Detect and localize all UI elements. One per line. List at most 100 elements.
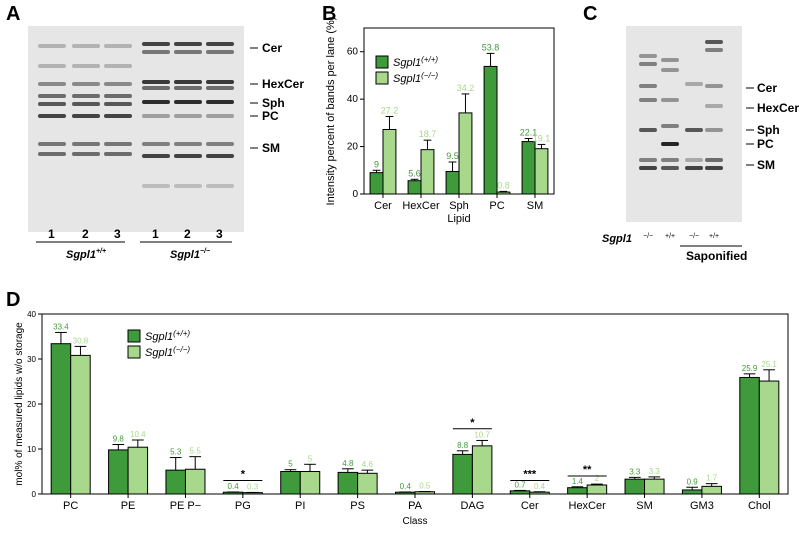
gel-a-band bbox=[206, 100, 234, 104]
panel-c-letter: C bbox=[583, 3, 597, 25]
y-tick-label: 20 bbox=[347, 142, 359, 153]
gel-a-band bbox=[104, 64, 132, 68]
gel-c-band bbox=[661, 166, 679, 170]
data-label: 0.5 bbox=[419, 482, 431, 491]
gel-a-band bbox=[38, 82, 66, 86]
bar bbox=[483, 65, 498, 195]
x-tick-label: PE P− bbox=[170, 500, 202, 512]
gel-a-lane-label: 2 bbox=[82, 227, 89, 241]
bar bbox=[184, 468, 206, 495]
gel-a-lane-label: 2 bbox=[184, 227, 191, 241]
gel-a-band bbox=[174, 50, 202, 54]
data-label: 0.8 bbox=[497, 180, 510, 190]
gel-a-band bbox=[38, 44, 66, 48]
gel-a-band bbox=[174, 154, 202, 158]
gel-a-band bbox=[72, 102, 100, 106]
significance-label: * bbox=[241, 469, 246, 481]
gel-a-band bbox=[206, 114, 234, 118]
data-label: 0.9 bbox=[687, 477, 699, 486]
gel-a-lane-label: 3 bbox=[216, 227, 223, 241]
data-label: 18.7 bbox=[419, 129, 437, 139]
gel-a-band bbox=[206, 184, 234, 188]
data-label: 10.4 bbox=[130, 430, 146, 439]
data-label: 8.8 bbox=[457, 441, 469, 450]
y-tick-label: 10 bbox=[27, 445, 36, 454]
gel-c-genotype: −/− bbox=[689, 233, 699, 240]
bar bbox=[509, 490, 531, 495]
gel-a-lane-label: 1 bbox=[48, 227, 55, 241]
gel-c-band bbox=[705, 158, 723, 162]
panel-d-letter: D bbox=[6, 289, 20, 311]
gel-a-band bbox=[174, 184, 202, 188]
gel-a-band bbox=[104, 142, 132, 146]
x-tick-label: Chol bbox=[748, 500, 771, 512]
gel-c-band-label: SM bbox=[757, 158, 775, 172]
data-label: 0.3 bbox=[247, 482, 259, 491]
gel-c-band bbox=[639, 128, 657, 132]
y-tick-label: 0 bbox=[352, 189, 358, 200]
x-tick-label: PA bbox=[408, 500, 423, 512]
x-tick-label: DAG bbox=[460, 500, 484, 512]
gel-a-background bbox=[28, 26, 244, 232]
x-tick-label: HexCer bbox=[402, 200, 440, 212]
data-label: 0.4 bbox=[228, 482, 240, 491]
x-tick-label: PS bbox=[350, 500, 365, 512]
gel-a-band bbox=[72, 114, 100, 118]
bar bbox=[337, 471, 359, 495]
data-label: 5 bbox=[308, 454, 313, 463]
gel-a-band bbox=[38, 152, 66, 156]
data-label: 0.4 bbox=[400, 482, 412, 491]
gel-a-band bbox=[142, 86, 170, 90]
x-axis-label: Class bbox=[402, 516, 427, 527]
bar bbox=[496, 191, 511, 195]
gel-a-band bbox=[104, 94, 132, 98]
bar bbox=[414, 491, 436, 495]
gel-c-band bbox=[705, 40, 723, 44]
legend-label: Sgpl1(−/−) bbox=[393, 71, 438, 85]
data-label: 4.6 bbox=[362, 460, 374, 469]
gel-c-band bbox=[685, 166, 703, 170]
x-tick-label: PG bbox=[235, 500, 251, 512]
bar bbox=[420, 149, 435, 195]
data-label: 33.4 bbox=[53, 322, 69, 331]
bar bbox=[127, 446, 149, 495]
x-tick-label: Cer bbox=[374, 200, 392, 212]
legend-swatch bbox=[127, 329, 141, 343]
gel-a-band bbox=[72, 44, 100, 48]
bar bbox=[739, 376, 760, 495]
gel-c-genotypes: −/− +/+ −/− +/+ bbox=[643, 233, 719, 240]
y-axis-label: Intensity percent of bands per lane (%) bbox=[325, 17, 337, 206]
significance-label: * bbox=[470, 417, 475, 429]
gel-a-band bbox=[206, 50, 234, 54]
bar bbox=[471, 445, 493, 495]
gel-a-lane-label: 1 bbox=[152, 227, 159, 241]
y-tick-label: 30 bbox=[27, 355, 36, 364]
gel-c-band bbox=[685, 128, 703, 132]
bar bbox=[369, 172, 384, 195]
data-label: 3.3 bbox=[629, 467, 641, 476]
gel-c-band-label: Cer bbox=[757, 81, 777, 95]
bar bbox=[70, 354, 91, 495]
bar bbox=[280, 471, 301, 495]
bar bbox=[458, 112, 473, 195]
gel-a-group-label-1: Sgpl1+/+ bbox=[66, 248, 106, 261]
gel-a-band-label: Cer bbox=[262, 41, 282, 55]
gel-c-band bbox=[661, 68, 679, 72]
gel-c-genotype: −/− bbox=[643, 233, 653, 240]
data-label: 3.3 bbox=[649, 467, 661, 476]
gel-c-band bbox=[685, 158, 703, 162]
gel-a-band bbox=[142, 100, 170, 104]
data-label: 9.8 bbox=[113, 435, 125, 444]
data-label: 22.1 bbox=[520, 128, 538, 138]
gel-a-band bbox=[174, 100, 202, 104]
bar bbox=[50, 343, 72, 495]
bar bbox=[407, 180, 422, 195]
gel-a-band bbox=[72, 64, 100, 68]
gel-c-band bbox=[661, 158, 679, 162]
bar bbox=[681, 489, 703, 495]
gel-c-bands bbox=[639, 40, 723, 170]
gel-a-band bbox=[142, 154, 170, 158]
gel-a-group-label-2: Sgpl1−/− bbox=[170, 248, 210, 261]
gel-c-band-label: Sph bbox=[757, 123, 780, 137]
